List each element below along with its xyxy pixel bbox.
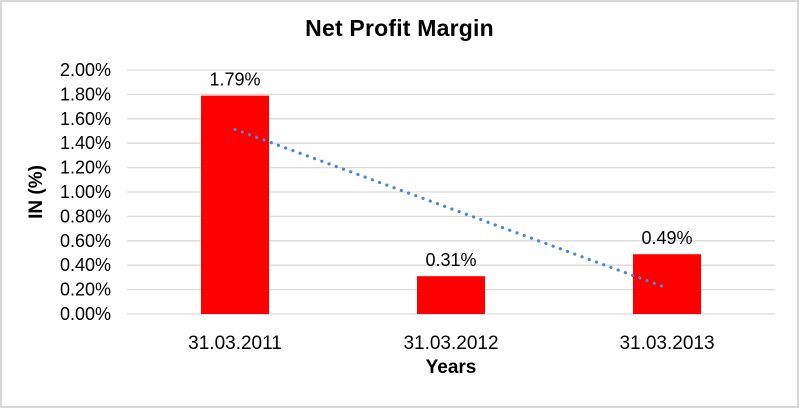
bar-data-label: 0.31% xyxy=(425,250,476,270)
y-tick-label: 1.00% xyxy=(60,182,111,202)
x-category-label: 31.03.2013 xyxy=(619,333,714,354)
x-category-label: 31.03.2011 xyxy=(188,333,282,354)
y-tick-label: 1.40% xyxy=(60,133,111,153)
y-tick-label: 1.80% xyxy=(60,84,111,104)
bar-31.03.2012 xyxy=(417,276,485,314)
bar-data-label: 1.79% xyxy=(209,70,260,90)
x-category-label: 31.03.2012 xyxy=(403,333,498,354)
bar-31.03.2013 xyxy=(633,254,701,314)
y-tick-label: 1.60% xyxy=(60,109,111,129)
y-tick-label: 0.00% xyxy=(60,304,111,324)
y-tick-label: 2.00% xyxy=(60,60,111,80)
x-axis-title: Years xyxy=(425,357,477,378)
chart-title: Net Profit Margin xyxy=(305,15,494,41)
y-tick-label: 0.60% xyxy=(60,231,111,251)
bar-data-label: 0.49% xyxy=(641,228,692,248)
y-tick-label: 0.20% xyxy=(60,280,111,300)
trendline xyxy=(233,127,669,290)
y-tick-label: 0.80% xyxy=(60,206,111,226)
bar-31.03.2011 xyxy=(201,95,269,315)
y-tick-label: 1.20% xyxy=(60,158,111,178)
y-tick-label: 0.40% xyxy=(60,255,111,275)
